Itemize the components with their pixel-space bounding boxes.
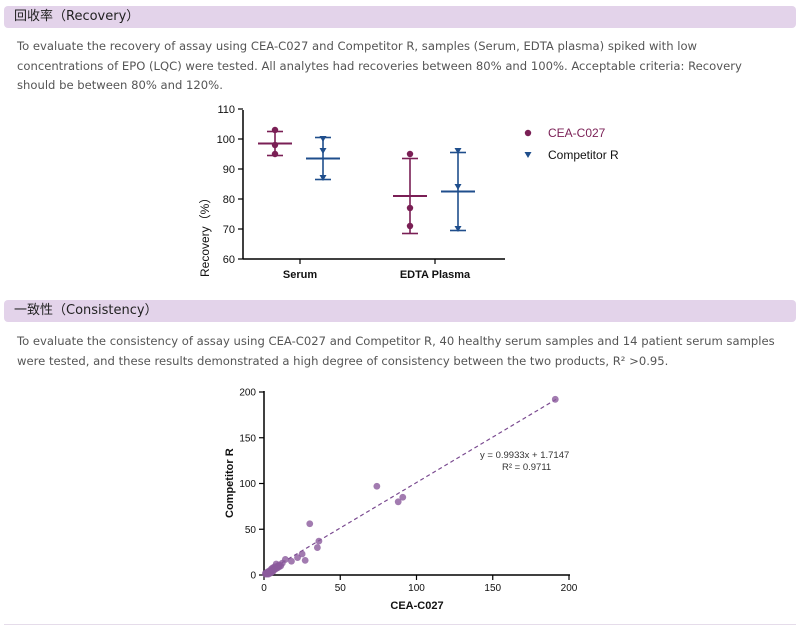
data-point [319,136,327,142]
scatter-point [551,395,559,403]
consistency-x-tick-label: 50 [335,583,347,594]
recovery-y-axis-label: Recovery（%） [198,192,212,277]
consistency-y-axis-label: Competitor R [224,448,236,518]
data-point [319,148,327,154]
consistency-x-tick-label: 200 [561,583,578,594]
data-point [406,222,414,230]
legend-label: Competitor R [548,148,619,162]
recovery-y-tick-label: 60 [223,254,235,266]
r2-label: R² = 0.9711 [502,462,551,473]
consistency-x-tick-label: 0 [261,583,267,594]
recovery-paragraph: To evaluate the recovery of assay using … [17,39,742,92]
scatter-point [298,550,306,558]
consistency-y-tick-label: 100 [239,479,256,490]
scatter-point [399,493,407,501]
legend-marker-competitor-r [524,152,532,158]
scatter-point [262,570,269,578]
data-point [454,184,462,190]
data-point [271,150,279,158]
scatter-point [277,562,285,570]
consistency-y-tick-label: 150 [239,433,256,444]
scatter-point [373,482,381,490]
recovery-y-tick-label: 100 [217,134,235,146]
recovery-chart: 60 70 80 90 100 110 Serum EDTA Plasma Recovery… [198,104,619,281]
scatter-point [313,544,321,551]
consistency-chart: 0 50 100 150 200 0 50 100 150 200 Competitor R C… [224,388,578,613]
recovery-y-tick-label: 80 [223,194,235,206]
data-point [406,204,414,212]
consistency-x-tick-label: 150 [484,583,501,594]
data-point [319,175,327,181]
consistency-y-tick-label: 50 [245,525,257,536]
trendline [263,398,558,574]
scatter-point [394,498,402,506]
consistency-x-tick-label: 100 [408,583,425,594]
recovery-y-tick-label: 90 [223,164,235,176]
scatter-point [306,520,314,528]
scatter-point [301,556,309,564]
scatter-point [294,554,301,562]
legend-label: CEA-C027 [548,126,606,140]
consistency-section-header: 一致性（Consistency） [4,300,796,322]
recovery-category-label: EDTA Plasma [400,269,471,281]
recovery-section-header: 回收率（Recovery） [4,6,796,28]
recovery-category-label: Serum [283,269,317,281]
data-point [271,126,279,134]
scatter-point [288,557,295,565]
bottom-divider [4,624,796,625]
consistency-x-axis-label: CEA-C027 [390,600,443,612]
consistency-y-tick-label: 0 [250,571,256,582]
data-point [454,226,462,232]
scatter-point [315,537,323,545]
recovery-y-tick-label: 70 [223,224,235,236]
consistency-y-tick-label: 200 [239,388,256,399]
consistency-paragraph: To evaluate the consistency of assay usi… [17,334,775,368]
data-point [271,141,279,149]
data-point [406,150,414,158]
legend-marker-cea-c027 [524,129,532,137]
recovery-y-tick-label: 110 [217,104,235,116]
trendline-equation: y = 0.9933x + 1.7147 [480,450,569,461]
data-point [454,148,462,154]
